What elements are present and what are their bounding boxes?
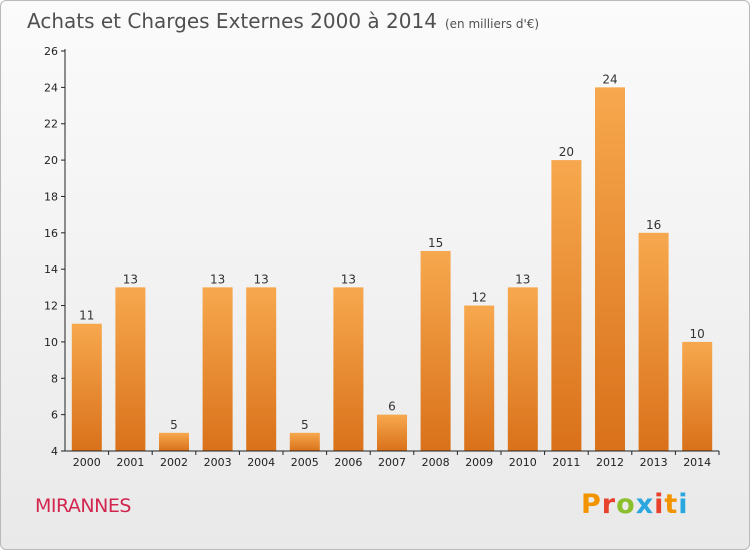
- bar-2008: [420, 251, 451, 451]
- proxiti-logo: Proxiti: [581, 489, 689, 520]
- x-tick-label-2007: 2007: [378, 456, 406, 469]
- x-tick-label-2012: 2012: [596, 456, 624, 469]
- bar-2004: [246, 287, 277, 451]
- logo-letter: i: [678, 489, 689, 520]
- data-label-2003: 13: [210, 272, 225, 286]
- y-tick-label-6: 6: [51, 409, 58, 422]
- commune-name: MIRANNES: [35, 495, 131, 517]
- x-tick-label-2000: 2000: [73, 456, 101, 469]
- data-label-2008: 15: [428, 236, 443, 250]
- y-tick-label-4: 4: [51, 445, 58, 458]
- x-tick-label-2004: 2004: [247, 456, 275, 469]
- data-label-2009: 12: [472, 291, 487, 305]
- bar-2014: [682, 341, 713, 451]
- bar-2009: [464, 305, 495, 451]
- data-label-2000: 11: [79, 309, 94, 323]
- y-tick-label-26: 26: [44, 45, 58, 58]
- y-tick-label-24: 24: [44, 81, 58, 94]
- logo-letter: t: [664, 489, 679, 520]
- data-label-2014: 10: [690, 327, 705, 341]
- y-tick-label-22: 22: [44, 118, 58, 131]
- data-label-2011: 20: [559, 145, 574, 159]
- chart-subtitle: (en milliers d'€): [444, 17, 540, 31]
- data-label-2010: 13: [515, 272, 530, 286]
- bar-2007: [377, 414, 407, 451]
- logo-letter: P: [581, 489, 602, 520]
- y-tick-label-10: 10: [44, 336, 58, 349]
- x-tick-label-2001: 2001: [116, 456, 144, 469]
- y-tick-label-16: 16: [44, 227, 58, 240]
- y-tick-label-14: 14: [44, 263, 58, 276]
- bar-2011: [551, 160, 582, 451]
- data-label-2006: 13: [341, 272, 356, 286]
- bar-2005: [289, 432, 320, 451]
- x-tick-label-2003: 2003: [204, 456, 232, 469]
- axis-layer: 2000 2001 2002 2003 2004 2005 2006 2007 2008 2009…: [44, 45, 720, 469]
- x-tick-label-2006: 2006: [334, 456, 362, 469]
- bar-2002: [159, 432, 189, 451]
- x-tick-label-2013: 2013: [640, 456, 668, 469]
- x-tick-label-2014: 2014: [683, 456, 711, 469]
- data-label-2007: 6: [388, 400, 396, 414]
- x-tick-label-2002: 2002: [160, 456, 188, 469]
- title-text: Achats et Charges Externes 2000 à 2014: [27, 9, 437, 33]
- data-label-2002: 5: [170, 418, 178, 432]
- data-label-2012: 24: [602, 72, 617, 86]
- bars-layer: 11 13 5 13 13 5 13 6 15 12 13 20 24 16 10: [71, 72, 713, 451]
- logo-letter: i: [654, 489, 665, 520]
- logo-letter: o: [616, 489, 636, 520]
- bar-2013: [638, 232, 669, 451]
- x-tick-label-2011: 2011: [552, 456, 580, 469]
- y-tick-label-18: 18: [44, 190, 58, 203]
- y-tick-label-8: 8: [51, 372, 58, 385]
- bar-2001: [115, 287, 146, 451]
- x-tick-label-2008: 2008: [422, 456, 450, 469]
- data-label-2004: 13: [254, 272, 269, 286]
- bar-2003: [202, 287, 233, 451]
- data-label-2005: 5: [301, 418, 309, 432]
- logo-letter: r: [601, 489, 617, 520]
- bar-2010: [507, 287, 538, 451]
- data-label-2013: 16: [646, 218, 661, 232]
- x-tick-label-2005: 2005: [291, 456, 319, 469]
- y-tick-label-20: 20: [44, 154, 58, 167]
- chart-title: Achats et Charges Externes 2000 à 2014 (e…: [27, 9, 539, 33]
- logo-letter: x: [635, 489, 655, 520]
- bar-2012: [595, 87, 625, 451]
- data-label-2001: 13: [123, 272, 138, 286]
- y-tick-label-12: 12: [44, 300, 58, 313]
- bar-2006: [333, 287, 364, 451]
- x-tick-label-2010: 2010: [509, 456, 537, 469]
- x-tick-label-2009: 2009: [465, 456, 493, 469]
- bar-2000: [71, 323, 102, 451]
